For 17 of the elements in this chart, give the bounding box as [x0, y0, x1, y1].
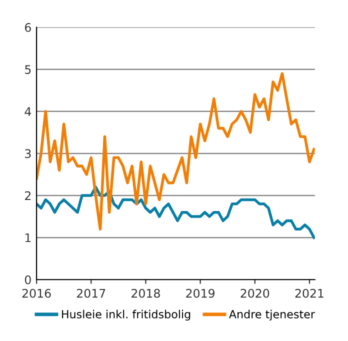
x-tick-label: 2021	[295, 288, 324, 298]
y-tick-label: 5	[25, 65, 31, 74]
y-tick-label: 6	[24, 23, 31, 32]
y-tick-label: 3	[25, 149, 31, 158]
y-tick-label: 4	[24, 107, 32, 116]
y-tick-label: 0	[24, 275, 31, 284]
legend-label: Andre tjenester	[228, 310, 315, 321]
x-tick-label: 2017	[76, 288, 106, 298]
x-tick-label: 2019	[186, 288, 214, 298]
x-tick-label: 2016	[22, 288, 51, 298]
x-tick-label: 2020	[240, 288, 270, 298]
legend-label: Husleie inkl. fritidsbolig	[62, 310, 190, 321]
x-tick-label: 2018	[132, 288, 160, 298]
y-tick-label: 1	[25, 233, 31, 242]
y-tick-label: 2	[25, 191, 30, 200]
line-series	[36, 186, 315, 239]
line-series	[36, 72, 315, 231]
